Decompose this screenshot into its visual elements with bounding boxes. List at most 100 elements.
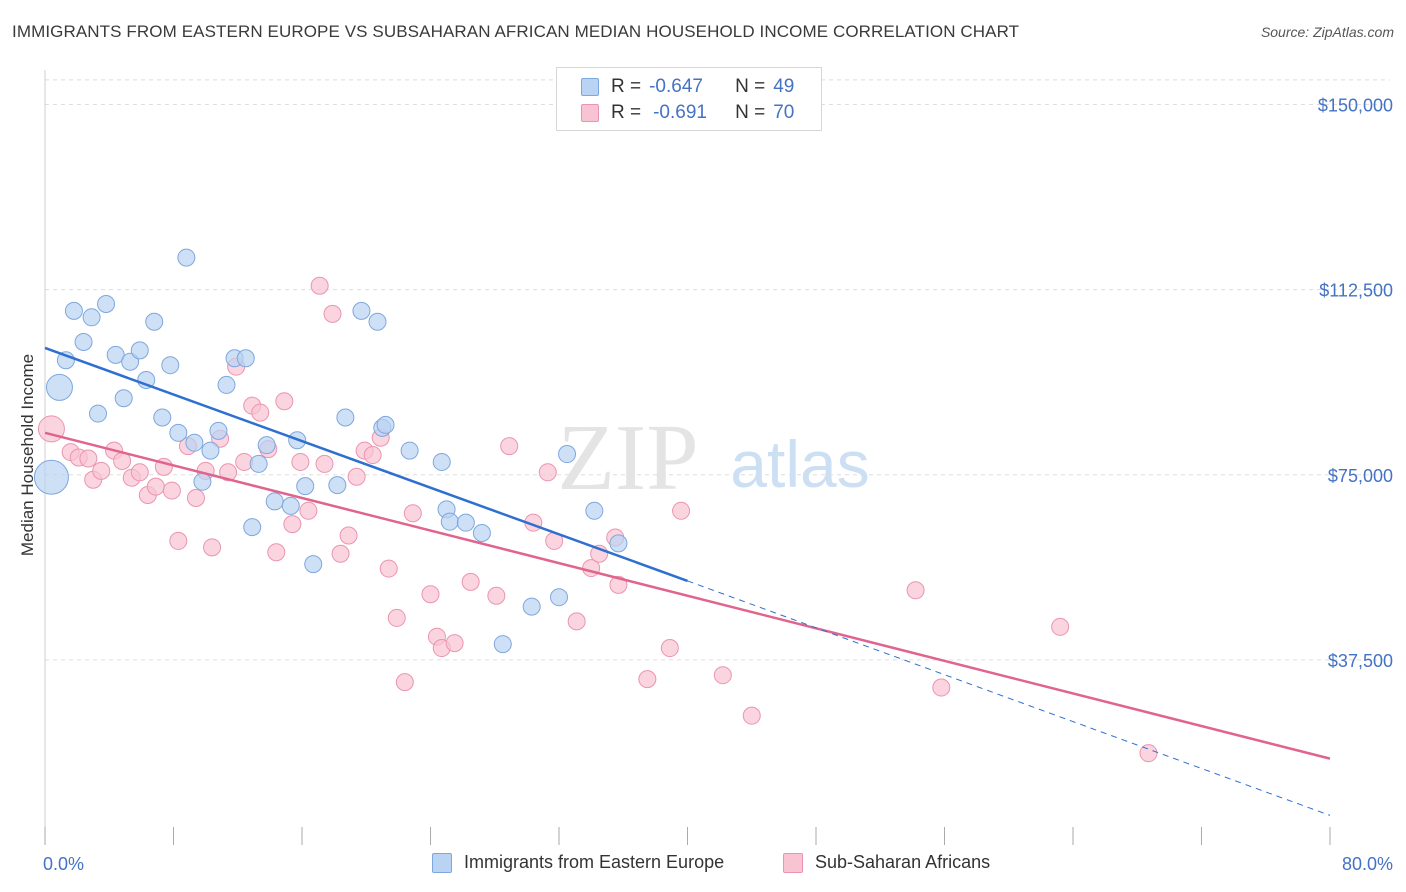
data-point-eastern-europe — [201, 441, 220, 460]
series-sub-saharan-africans — [37, 276, 1158, 763]
series-eastern-europe — [33, 248, 628, 654]
data-point-eastern-europe — [33, 459, 69, 495]
legend-item-sub-saharan[interactable]: Sub-Saharan Africans — [783, 852, 990, 873]
data-point-sub-saharan — [323, 304, 342, 323]
data-point-eastern-europe — [585, 501, 604, 520]
data-point-eastern-europe — [45, 373, 73, 401]
data-point-eastern-europe — [185, 433, 204, 452]
data-point-eastern-europe — [558, 445, 577, 464]
data-point-sub-saharan — [395, 673, 414, 692]
data-point-eastern-europe — [281, 496, 300, 515]
data-point-sub-saharan — [421, 585, 440, 604]
data-point-eastern-europe — [217, 375, 236, 394]
trend-lines — [44, 346, 1331, 816]
legend-swatch-pink — [783, 852, 803, 873]
data-point-sub-saharan — [315, 454, 334, 473]
data-point-eastern-europe — [376, 415, 395, 434]
series-legend: Immigrants from Eastern Europe Sub-Sahar… — [0, 852, 1406, 878]
data-point-sub-saharan — [379, 559, 398, 578]
data-point-eastern-europe — [169, 423, 188, 442]
data-point-sub-saharan — [742, 706, 761, 725]
axes — [44, 70, 1331, 845]
data-point-eastern-europe — [328, 476, 347, 495]
data-point-sub-saharan — [567, 612, 586, 631]
data-point-sub-saharan — [275, 392, 294, 411]
watermark-atlas: atlas — [730, 427, 869, 501]
data-point-eastern-europe — [336, 408, 355, 427]
data-point-sub-saharan — [538, 463, 557, 482]
legend-item-eastern-europe[interactable]: Immigrants from Eastern Europe — [432, 852, 724, 873]
data-point-sub-saharan — [347, 467, 366, 486]
data-point-sub-saharan — [461, 572, 480, 591]
y-tick-label: $75,000 — [1328, 466, 1393, 486]
trend-line-sub-saharan — [44, 431, 1331, 760]
data-point-sub-saharan — [445, 634, 464, 653]
data-point-sub-saharan — [1051, 617, 1070, 636]
data-point-eastern-europe — [209, 421, 228, 440]
data-point-sub-saharan — [162, 481, 181, 500]
legend-swatch-pink — [581, 104, 599, 122]
data-point-eastern-europe — [153, 408, 172, 427]
legend-row-sub-saharan: R = -0.691 N = 70 — [581, 101, 794, 125]
data-point-sub-saharan — [186, 488, 205, 507]
data-point-sub-saharan — [310, 276, 329, 295]
data-point-eastern-europe — [493, 635, 512, 654]
r-value: -0.647 — [649, 76, 703, 97]
data-point-sub-saharan — [130, 463, 149, 482]
n-value: 49 — [773, 76, 795, 97]
x-tick-label: 0.0% — [43, 854, 84, 874]
data-point-eastern-europe — [97, 294, 116, 313]
data-point-eastern-europe — [296, 477, 315, 496]
data-point-eastern-europe — [265, 492, 284, 511]
data-point-sub-saharan — [609, 575, 628, 594]
watermark: ZIP atlas — [558, 406, 870, 510]
data-point-sub-saharan — [906, 581, 925, 600]
data-point-eastern-europe — [177, 248, 196, 267]
r-label: R = — [611, 76, 642, 97]
data-point-sub-saharan — [660, 639, 679, 658]
data-point-eastern-europe — [145, 312, 164, 331]
data-point-sub-saharan — [203, 538, 222, 557]
data-point-sub-saharan — [387, 608, 406, 627]
legend-label: Immigrants from Eastern Europe — [464, 852, 725, 872]
data-point-eastern-europe — [249, 454, 268, 473]
data-point-eastern-europe — [257, 436, 276, 455]
n-value: 70 — [773, 102, 795, 123]
data-point-sub-saharan — [713, 666, 732, 685]
r-value: -0.691 — [653, 102, 707, 123]
data-point-sub-saharan — [219, 463, 238, 482]
data-point-eastern-europe — [243, 518, 262, 537]
data-point-eastern-europe — [368, 312, 387, 331]
trend-line-eastern-europe-extension — [687, 580, 1331, 816]
n-label: N = — [735, 76, 766, 97]
data-point-eastern-europe — [106, 345, 125, 364]
data-point-eastern-europe — [64, 301, 83, 320]
data-point-eastern-europe — [304, 555, 323, 574]
r-label: R = — [611, 102, 642, 123]
data-point-sub-saharan — [500, 437, 519, 456]
x-tick-label: 80.0% — [1342, 854, 1393, 874]
legend-label: Sub-Saharan Africans — [815, 852, 991, 872]
source-note: Source: ZipAtlas.com — [1260, 24, 1394, 40]
data-point-sub-saharan — [487, 586, 506, 605]
chart-title: IMMIGRANTS FROM EASTERN EUROPE VS SUBSAH… — [12, 22, 1020, 41]
data-point-eastern-europe — [456, 513, 475, 532]
data-point-eastern-europe — [74, 332, 93, 351]
data-point-eastern-europe — [400, 441, 419, 460]
gridlines — [45, 79, 1390, 661]
data-point-eastern-europe — [130, 341, 149, 360]
n-label: N = — [735, 102, 766, 123]
tick-labels: $37,500 $75,000 $112,500 $150,000 0.0% 80.0% — [43, 96, 1393, 874]
data-point-eastern-europe — [432, 452, 451, 471]
data-point-sub-saharan — [403, 504, 422, 523]
data-point-sub-saharan — [169, 531, 188, 550]
data-point-sub-saharan — [672, 501, 691, 520]
trend-line-eastern-europe — [44, 346, 688, 583]
data-point-sub-saharan — [267, 543, 286, 562]
data-point-eastern-europe — [161, 356, 180, 375]
watermark-zip: ZIP — [558, 406, 699, 510]
data-point-sub-saharan — [283, 515, 302, 534]
correlation-legend: R = -0.647 N = 49 R = -0.691 N = 70 — [556, 67, 822, 131]
data-point-sub-saharan — [291, 452, 310, 471]
